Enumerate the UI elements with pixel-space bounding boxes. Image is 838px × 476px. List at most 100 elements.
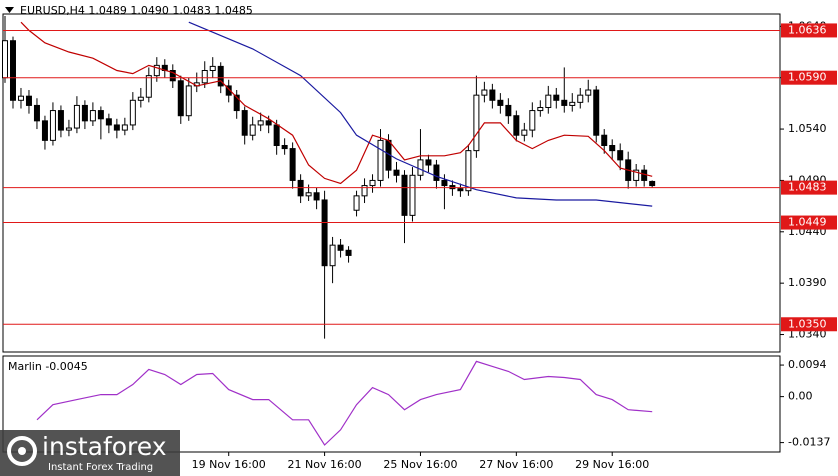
- x-tick-label: 29 Nov 16:00: [575, 458, 649, 471]
- candle-body: [209, 65, 216, 72]
- logo-icon: [7, 436, 37, 466]
- candle-body: [425, 159, 432, 166]
- candle-body: [593, 89, 600, 136]
- candle-body: [401, 174, 408, 216]
- candle-body: [513, 115, 520, 136]
- x-tick-label: 19 Nov 16:00: [192, 458, 266, 471]
- y-tick-label: 0.00: [788, 390, 813, 403]
- candle-body: [57, 110, 64, 131]
- candle-body: [41, 120, 48, 141]
- candle-body: [649, 180, 656, 187]
- candle-body: [609, 145, 616, 152]
- candle-body: [361, 185, 368, 197]
- indicator-line: [20, 21, 653, 185]
- candle-body: [337, 244, 344, 251]
- candle-body: [297, 179, 304, 197]
- indicator-pane: [2, 355, 781, 453]
- candle-body: [185, 85, 192, 117]
- x-tick-label: 27 Nov 16:00: [479, 458, 553, 471]
- candle-body: [241, 110, 248, 136]
- candle-body: [289, 148, 296, 181]
- candle-body: [305, 192, 312, 197]
- candle-body: [225, 85, 232, 96]
- candle-body: [257, 120, 264, 126]
- candle-body: [433, 164, 440, 181]
- candle-body: [409, 174, 416, 216]
- candle-body: [345, 249, 352, 256]
- candle-body: [497, 99, 504, 106]
- candle-body: [585, 89, 592, 96]
- candle-body: [217, 65, 224, 87]
- candle-body: [489, 89, 496, 101]
- level-label: 1.0483: [788, 181, 827, 194]
- candle-body: [481, 89, 488, 96]
- candle-body: [97, 110, 104, 120]
- candle-body: [417, 159, 424, 176]
- candle-body: [537, 106, 544, 112]
- candle-body: [617, 150, 624, 161]
- candle-body: [457, 188, 464, 192]
- candle-body: [153, 64, 160, 77]
- candle-body: [393, 169, 400, 176]
- level-label: 1.0636: [788, 23, 827, 36]
- candle-body: [465, 150, 472, 192]
- y-tick-label: 0.0094: [788, 358, 827, 371]
- candle-body: [73, 104, 80, 129]
- candle-body: [329, 244, 336, 267]
- level-label-box: [781, 70, 837, 85]
- candle-body: [25, 95, 32, 106]
- price-pane: [2, 13, 781, 353]
- candle-body: [177, 80, 184, 117]
- candle-body: [353, 195, 360, 211]
- candle-body: [313, 192, 320, 201]
- candle-body: [577, 94, 584, 103]
- candle-body: [233, 94, 240, 112]
- candle-body: [49, 110, 56, 141]
- candle-body: [17, 95, 24, 101]
- candle-body: [601, 134, 608, 147]
- plot-layer: 1.06401.05901.05401.04901.04401.03901.03…: [2, 16, 837, 471]
- candle-body: [33, 104, 40, 122]
- candle-body: [473, 94, 480, 152]
- level-label-box: [781, 215, 837, 230]
- candle-body: [505, 104, 512, 117]
- candle-body: [273, 124, 280, 147]
- candle-body: [65, 127, 72, 131]
- candle-body: [169, 70, 176, 82]
- watermark: instaforex Instant Forex Trading: [0, 430, 180, 476]
- chart-title: EURUSD,H4 1.0489 1.0490 1.0483 1.0485: [20, 4, 253, 17]
- level-label-box: [781, 317, 837, 332]
- candle-body: [529, 110, 536, 131]
- candle-body: [145, 75, 152, 98]
- logo-tagline: Instant Forex Trading: [48, 462, 153, 473]
- candle-body: [633, 169, 640, 181]
- indicator-line: [188, 21, 653, 207]
- y-tick-label: 1.0540: [788, 122, 827, 135]
- candle-body: [137, 96, 144, 101]
- indicator-title: Marlin -0.0045: [8, 360, 88, 373]
- candle-body: [449, 185, 456, 190]
- x-tick-label: 21 Nov 16:00: [288, 458, 362, 471]
- level-label: 1.0449: [788, 216, 827, 229]
- candle-body: [377, 139, 384, 181]
- x-tick-label: 25 Nov 16:00: [383, 458, 457, 471]
- candle-body: [201, 70, 208, 84]
- candle-body: [521, 129, 528, 136]
- candle-body: [105, 118, 112, 126]
- candle-body: [265, 120, 272, 126]
- candle-body: [129, 99, 136, 126]
- candle-body: [569, 101, 576, 106]
- logo-icon-center: [18, 447, 26, 455]
- indicator-line: [36, 360, 653, 446]
- candle-body: [113, 124, 120, 131]
- candle-body: [89, 110, 96, 122]
- level-label-box: [781, 180, 837, 195]
- candle-body: [553, 94, 560, 101]
- candle-body: [369, 179, 376, 187]
- candle-body: [249, 124, 256, 136]
- candle-body: [81, 104, 88, 122]
- candle-body: [281, 145, 288, 150]
- candle-body: [441, 179, 448, 187]
